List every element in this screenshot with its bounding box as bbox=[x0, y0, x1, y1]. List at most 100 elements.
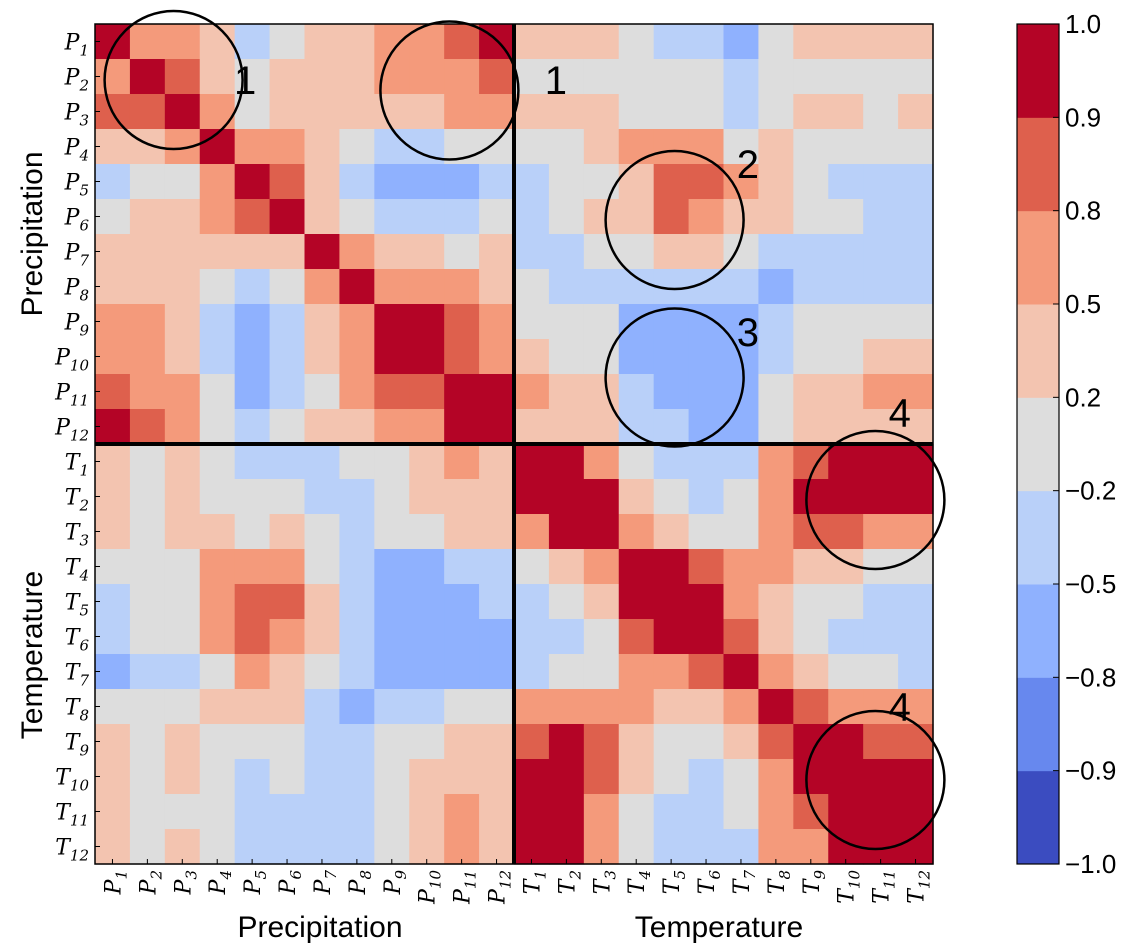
heatmap-cell-r8-c19 bbox=[723, 269, 760, 305]
heatmap-cell-r13-c5 bbox=[234, 444, 271, 480]
heatmap-cell-r13-c11 bbox=[444, 444, 480, 480]
heatmap-cell-r10-c13 bbox=[514, 339, 550, 375]
row-tick-label: T5 bbox=[65, 591, 89, 620]
row-tick-label: P9 bbox=[64, 311, 90, 340]
heatmap-cell-r13-c2 bbox=[129, 444, 166, 480]
colorbar-segment bbox=[1017, 490, 1059, 585]
heatmap-cell-r6-c23 bbox=[863, 199, 899, 235]
heatmap-cell-r16-c16 bbox=[618, 549, 655, 585]
heatmap-cell-r6-c3 bbox=[164, 199, 201, 235]
heatmap-cell-r22-c1 bbox=[95, 759, 131, 795]
heatmap-cell-r10-c23 bbox=[863, 339, 899, 375]
heatmap-cell-r18-c13 bbox=[514, 619, 550, 655]
heatmap-cell-r1-c5 bbox=[234, 24, 271, 60]
heatmap-cell-r11-c2 bbox=[129, 374, 166, 410]
colorbar-segment bbox=[1017, 117, 1059, 212]
heatmap-cell-r3-c19 bbox=[723, 94, 760, 130]
heatmap-cell-r14-c18 bbox=[688, 479, 725, 515]
heatmap-cell-r1-c23 bbox=[863, 24, 899, 60]
heatmap-cell-r23-c11 bbox=[444, 794, 480, 830]
colorbar-tick-label: −0.9 bbox=[1065, 756, 1116, 786]
heatmap-cell-r2-c4 bbox=[199, 59, 236, 95]
heatmap-cell-r12-c8 bbox=[339, 409, 375, 445]
heatmap-cell-r20-c8 bbox=[339, 689, 375, 725]
heatmap-cell-r9-c14 bbox=[548, 304, 585, 340]
heatmap-cell-r24-c5 bbox=[234, 829, 271, 865]
heatmap-cell-r9-c8 bbox=[339, 304, 375, 340]
heatmap-cell-r18-c17 bbox=[653, 619, 690, 655]
heatmap-cell-r20-c12 bbox=[479, 689, 515, 725]
heatmap-cell-r18-c8 bbox=[339, 619, 375, 655]
heatmap-cell-r18-c12 bbox=[479, 619, 515, 655]
heatmap-cell-r17-c21 bbox=[793, 584, 829, 620]
heatmap-cell-r22-c17 bbox=[653, 759, 690, 795]
heatmap-cell-r13-c19 bbox=[723, 444, 760, 480]
heatmap-cell-r14-c10 bbox=[409, 479, 445, 515]
heatmap-cell-r4-c22 bbox=[828, 129, 864, 165]
row-tick-label: P10 bbox=[54, 346, 89, 375]
heatmap-cell-r12-c17 bbox=[653, 409, 690, 445]
heatmap-cell-r8-c15 bbox=[583, 269, 620, 305]
heatmap-cell-r14-c11 bbox=[444, 479, 480, 515]
heatmap-cell-r12-c6 bbox=[269, 409, 306, 445]
row-tick-label: P4 bbox=[64, 136, 89, 165]
heatmap-cell-r16-c19 bbox=[723, 549, 760, 585]
heatmap-cell-r18-c16 bbox=[618, 619, 655, 655]
colorbar-segment bbox=[1017, 677, 1059, 772]
heatmap-cell-r17-c16 bbox=[618, 584, 655, 620]
heatmap-cell-r9-c7 bbox=[304, 304, 341, 340]
row-tick-label: T10 bbox=[55, 766, 89, 795]
heatmap-cell-r7-c12 bbox=[479, 234, 515, 270]
heatmap-cell-r2-c3 bbox=[164, 59, 201, 95]
heatmap-cell-r18-c6 bbox=[269, 619, 306, 655]
col-tick-label: P4 bbox=[206, 870, 235, 895]
heatmap-cell-r19-c21 bbox=[793, 654, 829, 690]
heatmap-cell-r11-c7 bbox=[304, 374, 341, 410]
heatmap-cell-r12-c21 bbox=[793, 409, 829, 445]
col-tick-label: P6 bbox=[276, 870, 305, 896]
heatmap-cell-r4-c7 bbox=[304, 129, 341, 165]
heatmap-cell-r10-c11 bbox=[444, 339, 480, 375]
heatmap-cell-r9-c10 bbox=[409, 304, 445, 340]
heatmap-cell-r9-c23 bbox=[863, 304, 899, 340]
heatmap-cell-r7-c17 bbox=[653, 234, 690, 270]
heatmap-cell-r12-c2 bbox=[129, 409, 166, 445]
heatmap-cell-r2-c21 bbox=[793, 59, 829, 95]
heatmap-cell-r14-c9 bbox=[374, 479, 410, 515]
heatmap-cell-r6-c18 bbox=[688, 199, 725, 235]
heatmap-cell-r8-c24 bbox=[898, 269, 934, 305]
heatmap-cell-r12-c4 bbox=[199, 409, 236, 445]
heatmap-cell-r23-c17 bbox=[653, 794, 690, 830]
heatmap-cell-r1-c3 bbox=[164, 24, 201, 60]
heatmap-cell-r21-c13 bbox=[514, 724, 550, 760]
heatmap-cell-r11-c12 bbox=[479, 374, 515, 410]
heatmap-cell-r19-c2 bbox=[129, 654, 166, 690]
heatmap-cell-r2-c23 bbox=[863, 59, 899, 95]
heatmap-cell-r6-c24 bbox=[898, 199, 934, 235]
heatmap-cell-r14-c13 bbox=[514, 479, 550, 515]
heatmap-cell-r17-c22 bbox=[828, 584, 864, 620]
heatmap-cell-r15-c9 bbox=[374, 514, 410, 550]
colorbar-segment bbox=[1017, 24, 1059, 118]
heatmap-cell-r21-c8 bbox=[339, 724, 375, 760]
col-tick-label: T10 bbox=[835, 870, 864, 904]
heatmap-cell-r5-c19 bbox=[723, 164, 760, 200]
heatmap-cell-r14-c7 bbox=[304, 479, 341, 515]
heatmap-cell-r7-c22 bbox=[828, 234, 864, 270]
heatmap-cell-r22-c4 bbox=[199, 759, 236, 795]
heatmap-cell-r21-c16 bbox=[618, 724, 655, 760]
heatmap-cell-r14-c12 bbox=[479, 479, 515, 515]
heatmap-cell-r12-c15 bbox=[583, 409, 620, 445]
heatmap-cell-r3-c9 bbox=[374, 94, 410, 130]
heatmap-cell-r1-c22 bbox=[828, 24, 864, 60]
heatmap-cell-r24-c8 bbox=[339, 829, 375, 865]
heatmap-cell-r7-c18 bbox=[688, 234, 725, 270]
heatmap-cell-r6-c21 bbox=[793, 199, 829, 235]
y-group-label-precipitation: Precipitation bbox=[16, 151, 49, 316]
heatmap-cell-r21-c6 bbox=[269, 724, 306, 760]
heatmap-cell-r15-c14 bbox=[548, 514, 585, 550]
row-tick-label: P3 bbox=[64, 101, 89, 130]
heatmap-cell-r3-c10 bbox=[409, 94, 445, 130]
heatmap-cell-r10-c16 bbox=[618, 339, 655, 375]
heatmap-cell-r2-c22 bbox=[828, 59, 864, 95]
